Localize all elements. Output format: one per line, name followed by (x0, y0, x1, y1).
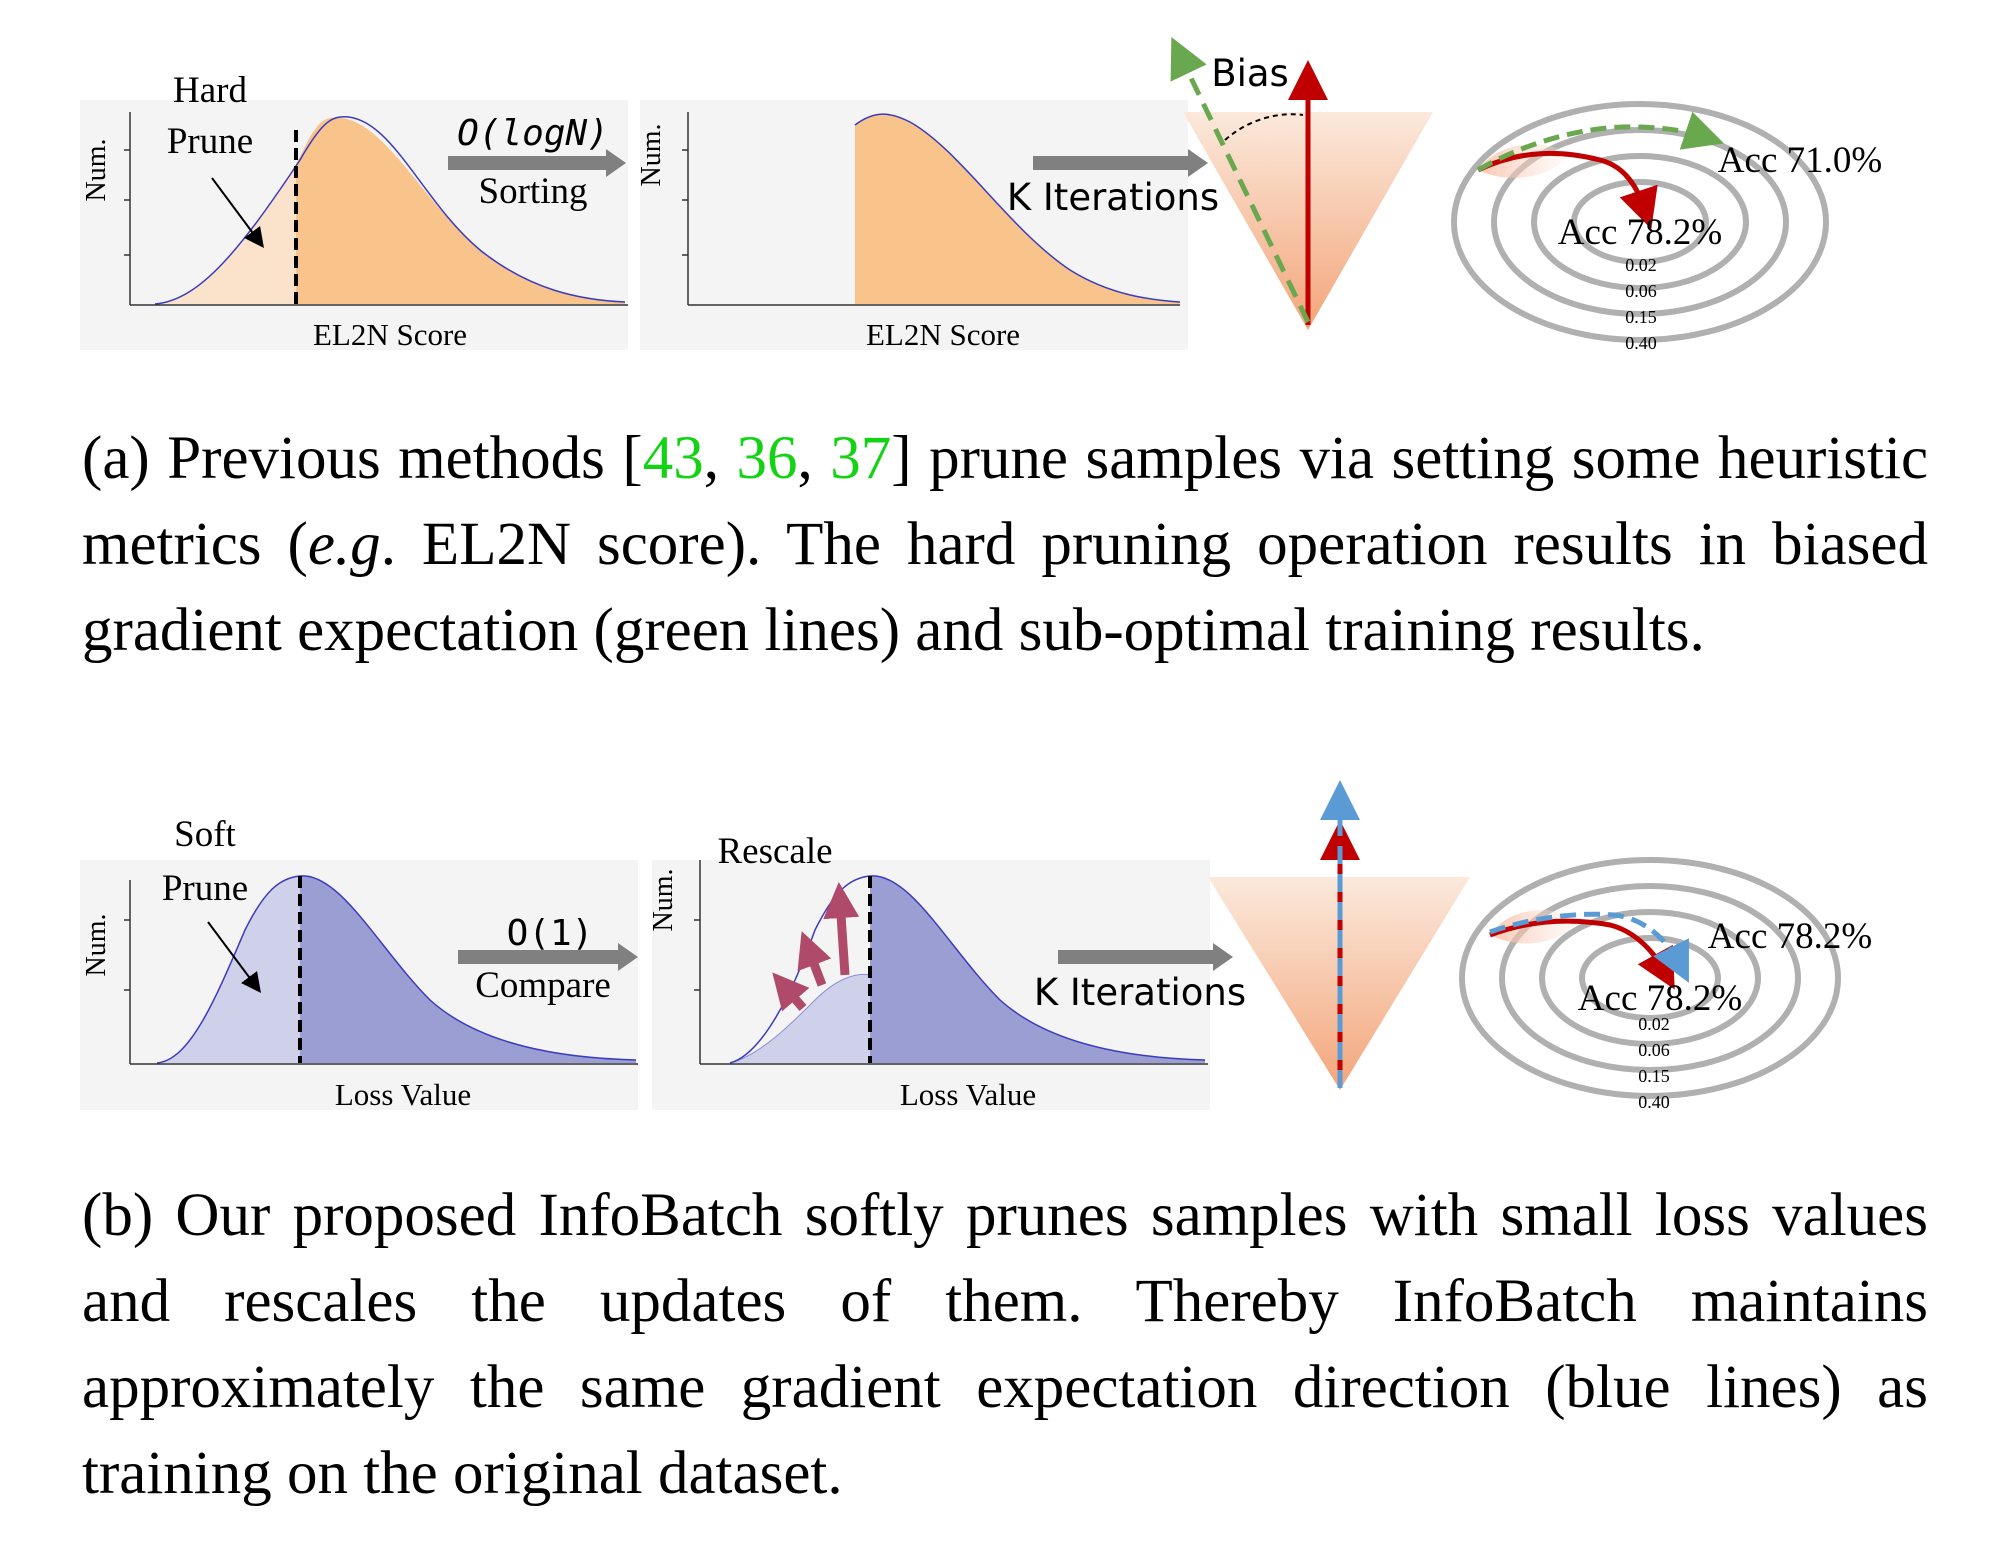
pruned-remaining-region (730, 974, 870, 1063)
hist-a1-ylabel: Num. (81, 139, 112, 202)
hard-label: Hard (173, 70, 247, 111)
sorting-arrow-head (606, 149, 626, 177)
iterations-arrow-head (1213, 943, 1233, 971)
contour-level: 0.02 (1625, 255, 1657, 275)
hist-b2-xlabel: Loss Value (900, 1077, 1036, 1112)
kept-region (296, 117, 625, 304)
panel-a: Num. EL2N Score Hard Prune O(logN) Sorti… (80, 36, 1882, 353)
kept-region (300, 875, 636, 1063)
step-a2: K Iterations (1007, 149, 1219, 219)
contour-b: Acc 78.2% Acc 78.2% 0.02 0.06 0.15 0.40 (1459, 857, 1872, 1112)
infobatch-acc-label: Acc 78.2% (1708, 916, 1872, 957)
caption-a: (a) Previous methods [43, 36, 37] prune … (82, 416, 1928, 674)
caption-a-text: ] prune samples via setting some heurist… (82, 425, 1929, 578)
prune-label: Prune (167, 121, 253, 162)
iterations-label: K Iterations (1034, 971, 1246, 1014)
hist-b1-ylabel: Num. (81, 914, 112, 977)
step-a1: O(logN) Sorting (448, 113, 626, 212)
hist-b1: Num. Loss Value Soft Prune (80, 814, 638, 1112)
contour-a: Acc 71.0% Acc 78.2% 0.02 0.06 0.15 0.40 (1451, 101, 1882, 353)
rescale-arrow (797, 931, 832, 987)
contour-level: 0.06 (1638, 1040, 1670, 1060)
gradient-cone-a: Bias (1170, 36, 1433, 330)
loss-contours (1451, 101, 1829, 343)
infobatch-trajectory (1489, 911, 1689, 983)
sorted-kept-region (855, 114, 1180, 304)
contour-levels: 0.02 0.06 0.15 0.40 (1625, 255, 1657, 353)
distribution-curve (156, 875, 637, 1064)
caption-a-text: (a) Previous methods [ (82, 425, 643, 492)
soft-label: Soft (174, 814, 236, 855)
step-b1: O(1) Compare (458, 913, 638, 1006)
full-acc-label: Acc 78.2% (1578, 978, 1742, 1019)
hist-b1-xlabel: Loss Value (335, 1077, 471, 1112)
hist-b2: Num. Loss Value Rescale (648, 831, 1210, 1112)
citation-link[interactable]: 37 (830, 425, 892, 492)
sorting-label: Sorting (479, 171, 588, 212)
contour-levels: 0.02 0.06 0.15 0.40 (1638, 1014, 1670, 1112)
hist-a1: Num. EL2N Score Hard Prune (80, 70, 628, 352)
biased-gradient-arrow (1170, 36, 1311, 324)
full-data-trajectory (1476, 150, 1658, 229)
hist-a2-ylabel: Num. (636, 124, 667, 187)
hist-b2-ylabel: Num. (648, 869, 679, 932)
gradient-cone-b (1208, 780, 1470, 1090)
citation-link[interactable]: 36 (736, 425, 798, 492)
iterations-label: K Iterations (1007, 176, 1219, 219)
contour-level: 0.02 (1638, 1014, 1670, 1034)
hist-a1-xlabel: EL2N Score (313, 317, 467, 352)
caption-b: (b) Our proposed InfoBatch softly prunes… (82, 1182, 1928, 1507)
caption-a-sep: , (797, 425, 831, 492)
soft-prune-pointer (207, 921, 261, 994)
sorting-complexity: O(logN) (457, 113, 609, 154)
contour-level: 0.40 (1625, 333, 1657, 353)
contour-level: 0.15 (1625, 307, 1657, 327)
rescale-arrows (772, 882, 860, 1012)
prune-label: Prune (162, 868, 248, 909)
rescale-arrow (772, 972, 810, 1012)
hist-a2: Num. EL2N Score (636, 100, 1188, 352)
pruned-curve (729, 973, 871, 1064)
iterations-arrow-head (1188, 149, 1208, 177)
bias-angle (1224, 113, 1304, 141)
y-ticks (694, 919, 700, 991)
y-ticks (682, 149, 688, 256)
contour-level: 0.15 (1638, 1066, 1670, 1086)
full-data-trajectory (1489, 918, 1675, 990)
sorted-curve (854, 113, 1181, 303)
compare-label: Compare (475, 965, 611, 1006)
distribution-curve (154, 116, 626, 305)
biased-trajectory (1476, 111, 1724, 173)
kept-region (870, 875, 1205, 1063)
rescale-arrow (823, 882, 860, 976)
y-ticks (124, 919, 130, 991)
hist-a2-xlabel: EL2N Score (866, 317, 1020, 352)
contour-level: 0.06 (1625, 281, 1657, 301)
hard-prune-pointer (211, 177, 264, 249)
rescale-label: Rescale (717, 831, 832, 872)
step-b2: K Iterations (1034, 943, 1246, 1014)
caption-a-text: . EL2N score). The hard pruning operatio… (82, 511, 1928, 664)
biased-acc-label: Acc 71.0% (1718, 140, 1882, 181)
caption-a-sep: , (703, 425, 737, 492)
compare-arrow-head (618, 943, 638, 971)
compare-complexity: O(1) (507, 913, 594, 954)
loss-contours (1459, 857, 1841, 1099)
citation-link[interactable]: 43 (642, 425, 704, 492)
full-acc-label: Acc 78.2% (1558, 212, 1722, 253)
y-ticks (124, 149, 130, 256)
panel-b: Num. Loss Value Soft Prune O(1) Compare (80, 780, 1872, 1112)
caption-a-eg: e.g (307, 511, 381, 578)
bias-label: Bias (1211, 52, 1289, 95)
contour-level: 0.40 (1638, 1092, 1670, 1112)
update-region (1490, 910, 1580, 944)
